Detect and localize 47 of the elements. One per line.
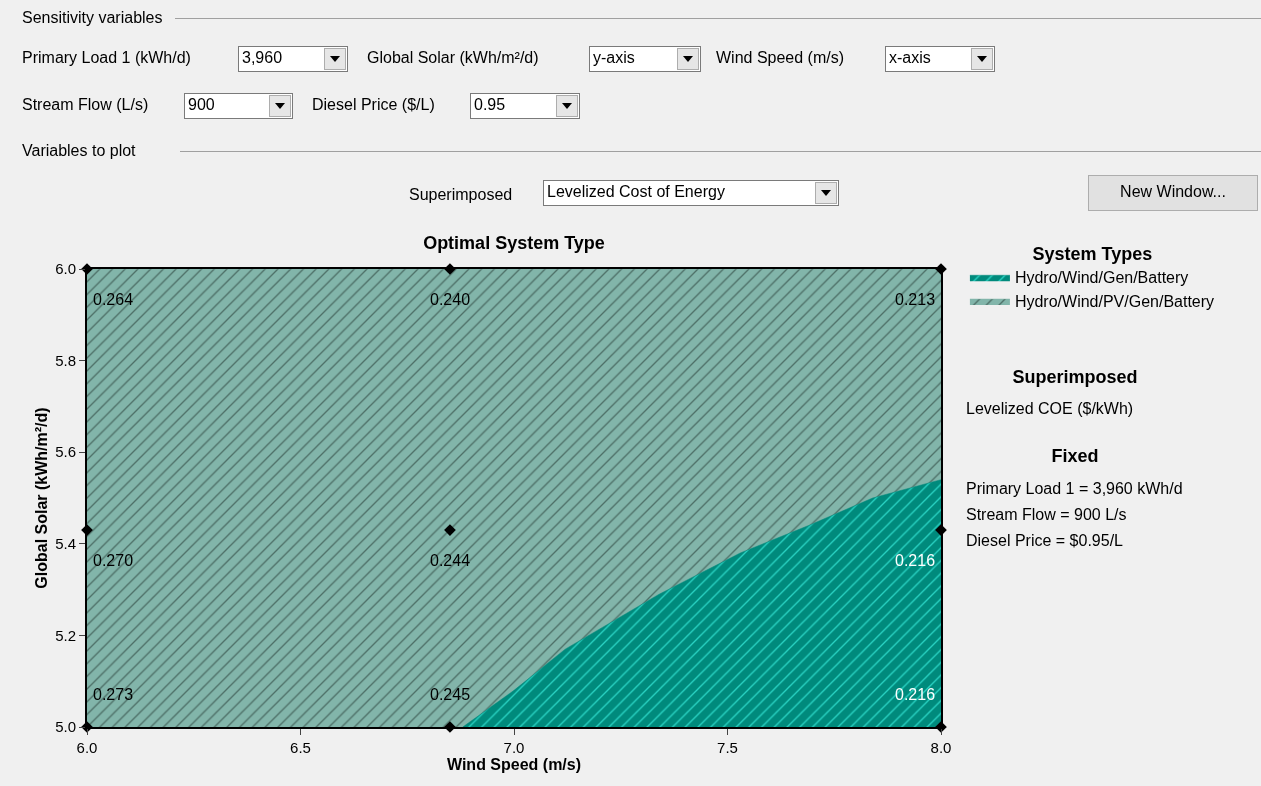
- text: Primary Load 1 (kWh/d): [22, 48, 191, 68]
- x-tick-label: 8.0: [930, 739, 952, 756]
- text: Stream Flow = 900 L/s: [966, 505, 1127, 525]
- text: Sensitivity variables: [22, 8, 163, 28]
- annotation: 0.270: [93, 552, 134, 569]
- text: Fixed: [1051, 446, 1099, 466]
- x-axis-title: Wind Speed (m/s): [446, 756, 582, 773]
- text: New Window...: [1088, 175, 1258, 211]
- y-tick-label: 5.4: [55, 535, 76, 553]
- y-tick-label: 5.6: [55, 443, 76, 461]
- x-tick-label: 7.5: [717, 739, 738, 756]
- text: 3,960: [242, 49, 283, 67]
- text: y-axis: [593, 49, 635, 67]
- annotation: 0.273: [93, 686, 134, 703]
- annotation: 0.240: [430, 291, 471, 308]
- chart-title: Optimal System Type: [423, 233, 605, 254]
- text: Superimposed: [1012, 367, 1138, 387]
- y-tick-label: 5.8: [55, 351, 76, 369]
- annotation: 0.216: [895, 686, 936, 703]
- text: Primary Load 1 = 3,960 kWh/d: [966, 479, 1183, 499]
- text: 900: [188, 96, 215, 114]
- text: Superimposed: [409, 185, 513, 205]
- annotation: 0.264: [93, 291, 134, 308]
- x-tick-label: 7.0: [503, 739, 525, 756]
- y-tick-label: 5.0: [55, 718, 76, 736]
- annotation: 0.245: [430, 686, 471, 703]
- text: Levelized Cost of Energy: [547, 183, 725, 201]
- annotation: 0.244: [430, 552, 471, 569]
- legend-title: System Types: [1032, 244, 1153, 265]
- text: Levelized COE ($/kWh): [966, 399, 1134, 419]
- y-tick-label: 6.0: [55, 260, 76, 278]
- text: x-axis: [889, 49, 931, 67]
- text: Global Solar (kWh/m²/d): [367, 48, 539, 68]
- x-tick-label: 6.5: [290, 739, 311, 756]
- annotation: 0.213: [895, 291, 936, 308]
- text: 0.95: [474, 96, 506, 114]
- text: Variables to plot: [22, 141, 136, 161]
- text: Diesel Price ($/L): [312, 95, 435, 115]
- legend-label: Hydro/Wind/Gen/Battery: [1014, 269, 1189, 287]
- text: Stream Flow (L/s): [22, 95, 149, 115]
- annotation: 0.216: [895, 552, 936, 569]
- text: Wind Speed (m/s): [716, 48, 845, 68]
- x-tick-label: 6.0: [76, 739, 98, 756]
- text: Diesel Price = $0.95/L: [966, 531, 1123, 551]
- y-axis-title: Global Solar (kWh/m²/d): [32, 407, 50, 589]
- y-tick-label: 5.2: [55, 626, 76, 644]
- legend-label: Hydro/Wind/PV/Gen/Battery: [1014, 293, 1215, 311]
